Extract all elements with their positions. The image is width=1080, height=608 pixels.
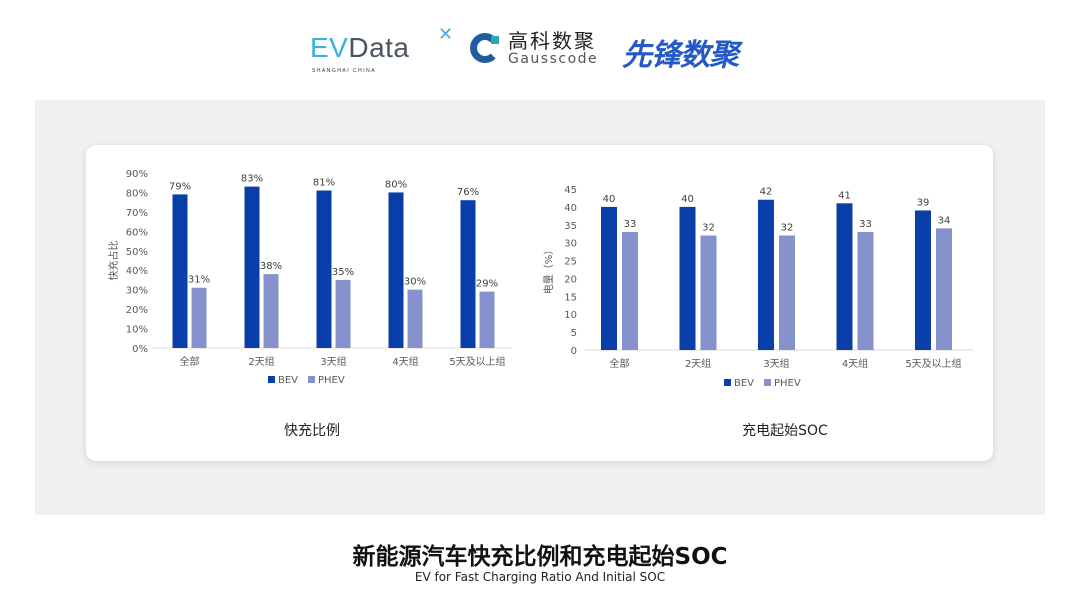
bar-phev bbox=[936, 228, 952, 350]
legend-swatch-phev bbox=[764, 379, 771, 386]
bar-bev bbox=[244, 186, 260, 348]
gausscode-en: Gausscode bbox=[508, 51, 599, 67]
bar-phev bbox=[407, 289, 423, 348]
x-tick-label: 5天及以上组 bbox=[449, 355, 505, 368]
page-title: 新能源汽车快充比例和充电起始SOC bbox=[352, 544, 728, 570]
y-tick-label: 25 bbox=[564, 257, 577, 268]
y-tick-label: 10% bbox=[126, 325, 148, 336]
y-tick-label: 20% bbox=[126, 305, 148, 316]
page-subtitle: EV for Fast Charging Ratio And Initial S… bbox=[414, 570, 666, 584]
evdata-logo-subtitle: SHANGHAI CHINA bbox=[312, 68, 377, 74]
bar-bev bbox=[915, 210, 931, 350]
legend-label: PHEV bbox=[774, 378, 801, 389]
bar-phev bbox=[700, 235, 717, 350]
data-label: 42 bbox=[760, 187, 773, 198]
y-tick-label: 50% bbox=[126, 247, 148, 258]
gausscode-logo: 高科数聚 Gausscode bbox=[470, 30, 598, 66]
y-tick-label: 90% bbox=[126, 169, 148, 180]
data-label: 39 bbox=[917, 197, 930, 208]
y-tick-label: 0% bbox=[132, 344, 148, 355]
x-tick-label: 3天组 bbox=[320, 355, 346, 368]
logo-bar: EVData ✕ SHANGHAI CHINA 高科数聚 Gausscode 先锋数聚 bbox=[0, 22, 1080, 74]
data-label: 83% bbox=[241, 174, 263, 185]
bar-phev bbox=[335, 279, 351, 348]
bar-bev bbox=[316, 190, 332, 348]
bar-bev bbox=[172, 194, 188, 348]
y-tick-label: 30 bbox=[564, 239, 577, 250]
gausscode-mark-icon bbox=[470, 33, 500, 63]
bar-phev bbox=[479, 291, 495, 348]
x-tick-label: 4天组 bbox=[842, 357, 868, 370]
y-axis-title: 电量（%） bbox=[542, 245, 555, 295]
data-label: 30% bbox=[404, 277, 426, 288]
data-label: 31% bbox=[188, 275, 210, 286]
x-tick-label: 2天组 bbox=[248, 355, 274, 368]
x-tick-label: 5天及以上组 bbox=[905, 357, 961, 370]
data-label: 79% bbox=[169, 181, 191, 192]
chart-title: 充电起始SOC bbox=[742, 423, 828, 439]
bar-bev bbox=[679, 206, 696, 350]
legend-label: PHEV bbox=[318, 375, 345, 386]
data-label: 32 bbox=[702, 223, 715, 234]
y-tick-label: 5 bbox=[571, 328, 577, 339]
data-label: 40 bbox=[681, 194, 694, 205]
legend-swatch-phev bbox=[308, 376, 315, 383]
data-label: 29% bbox=[476, 279, 498, 290]
legend-label: BEV bbox=[278, 375, 298, 386]
y-tick-label: 40% bbox=[126, 266, 148, 277]
y-tick-label: 45 bbox=[564, 185, 577, 196]
x-tick-label: 4天组 bbox=[392, 355, 418, 368]
x-tick-label: 全部 bbox=[610, 357, 630, 370]
chart-title: 快充比例 bbox=[284, 423, 340, 439]
bar-bev bbox=[836, 203, 853, 350]
data-label: 35% bbox=[332, 267, 354, 278]
y-tick-label: 35 bbox=[564, 221, 577, 232]
y-tick-label: 20 bbox=[564, 274, 577, 285]
y-tick-label: 70% bbox=[126, 208, 148, 219]
y-tick-label: 0 bbox=[571, 346, 577, 357]
y-tick-label: 30% bbox=[126, 286, 148, 297]
bar-phev bbox=[263, 274, 279, 348]
x-tick-label: 2天组 bbox=[685, 357, 711, 370]
x-tick-label: 3天组 bbox=[763, 357, 789, 370]
bar-bev bbox=[601, 206, 617, 350]
xianfeng-logo: 先锋数聚 bbox=[622, 38, 739, 73]
y-tick-label: 10 bbox=[564, 310, 577, 321]
gausscode-cn: 高科数聚 bbox=[508, 29, 596, 53]
legend-swatch-bev bbox=[724, 379, 731, 386]
bar-bev bbox=[460, 200, 476, 348]
bar-phev bbox=[622, 231, 638, 350]
legend-swatch-bev bbox=[268, 376, 275, 383]
y-tick-label: 40 bbox=[564, 203, 577, 214]
bar-phev bbox=[191, 287, 207, 348]
x-tick-label: 全部 bbox=[180, 355, 200, 368]
bar-bev bbox=[758, 199, 774, 350]
legend-label: BEV bbox=[734, 378, 754, 389]
data-label: 34 bbox=[938, 215, 951, 226]
data-label: 38% bbox=[260, 261, 282, 272]
y-tick-label: 60% bbox=[126, 227, 148, 238]
data-label: 33 bbox=[859, 219, 872, 230]
bar-bev bbox=[388, 192, 404, 348]
data-label: 80% bbox=[385, 179, 407, 190]
evdata-logo: EVData ✕ SHANGHAI CHINA bbox=[310, 24, 454, 74]
y-axis-title: 快充占比 bbox=[107, 241, 120, 281]
data-label: 40 bbox=[603, 194, 616, 205]
y-tick-label: 80% bbox=[126, 188, 148, 199]
data-label: 41 bbox=[838, 190, 851, 201]
data-label: 81% bbox=[313, 178, 335, 189]
data-label: 32 bbox=[781, 223, 794, 234]
data-label: 33 bbox=[624, 219, 637, 230]
bar-phev bbox=[857, 231, 874, 350]
bar-phev bbox=[779, 235, 795, 350]
y-tick-label: 15 bbox=[564, 292, 577, 303]
data-label: 76% bbox=[457, 187, 479, 198]
